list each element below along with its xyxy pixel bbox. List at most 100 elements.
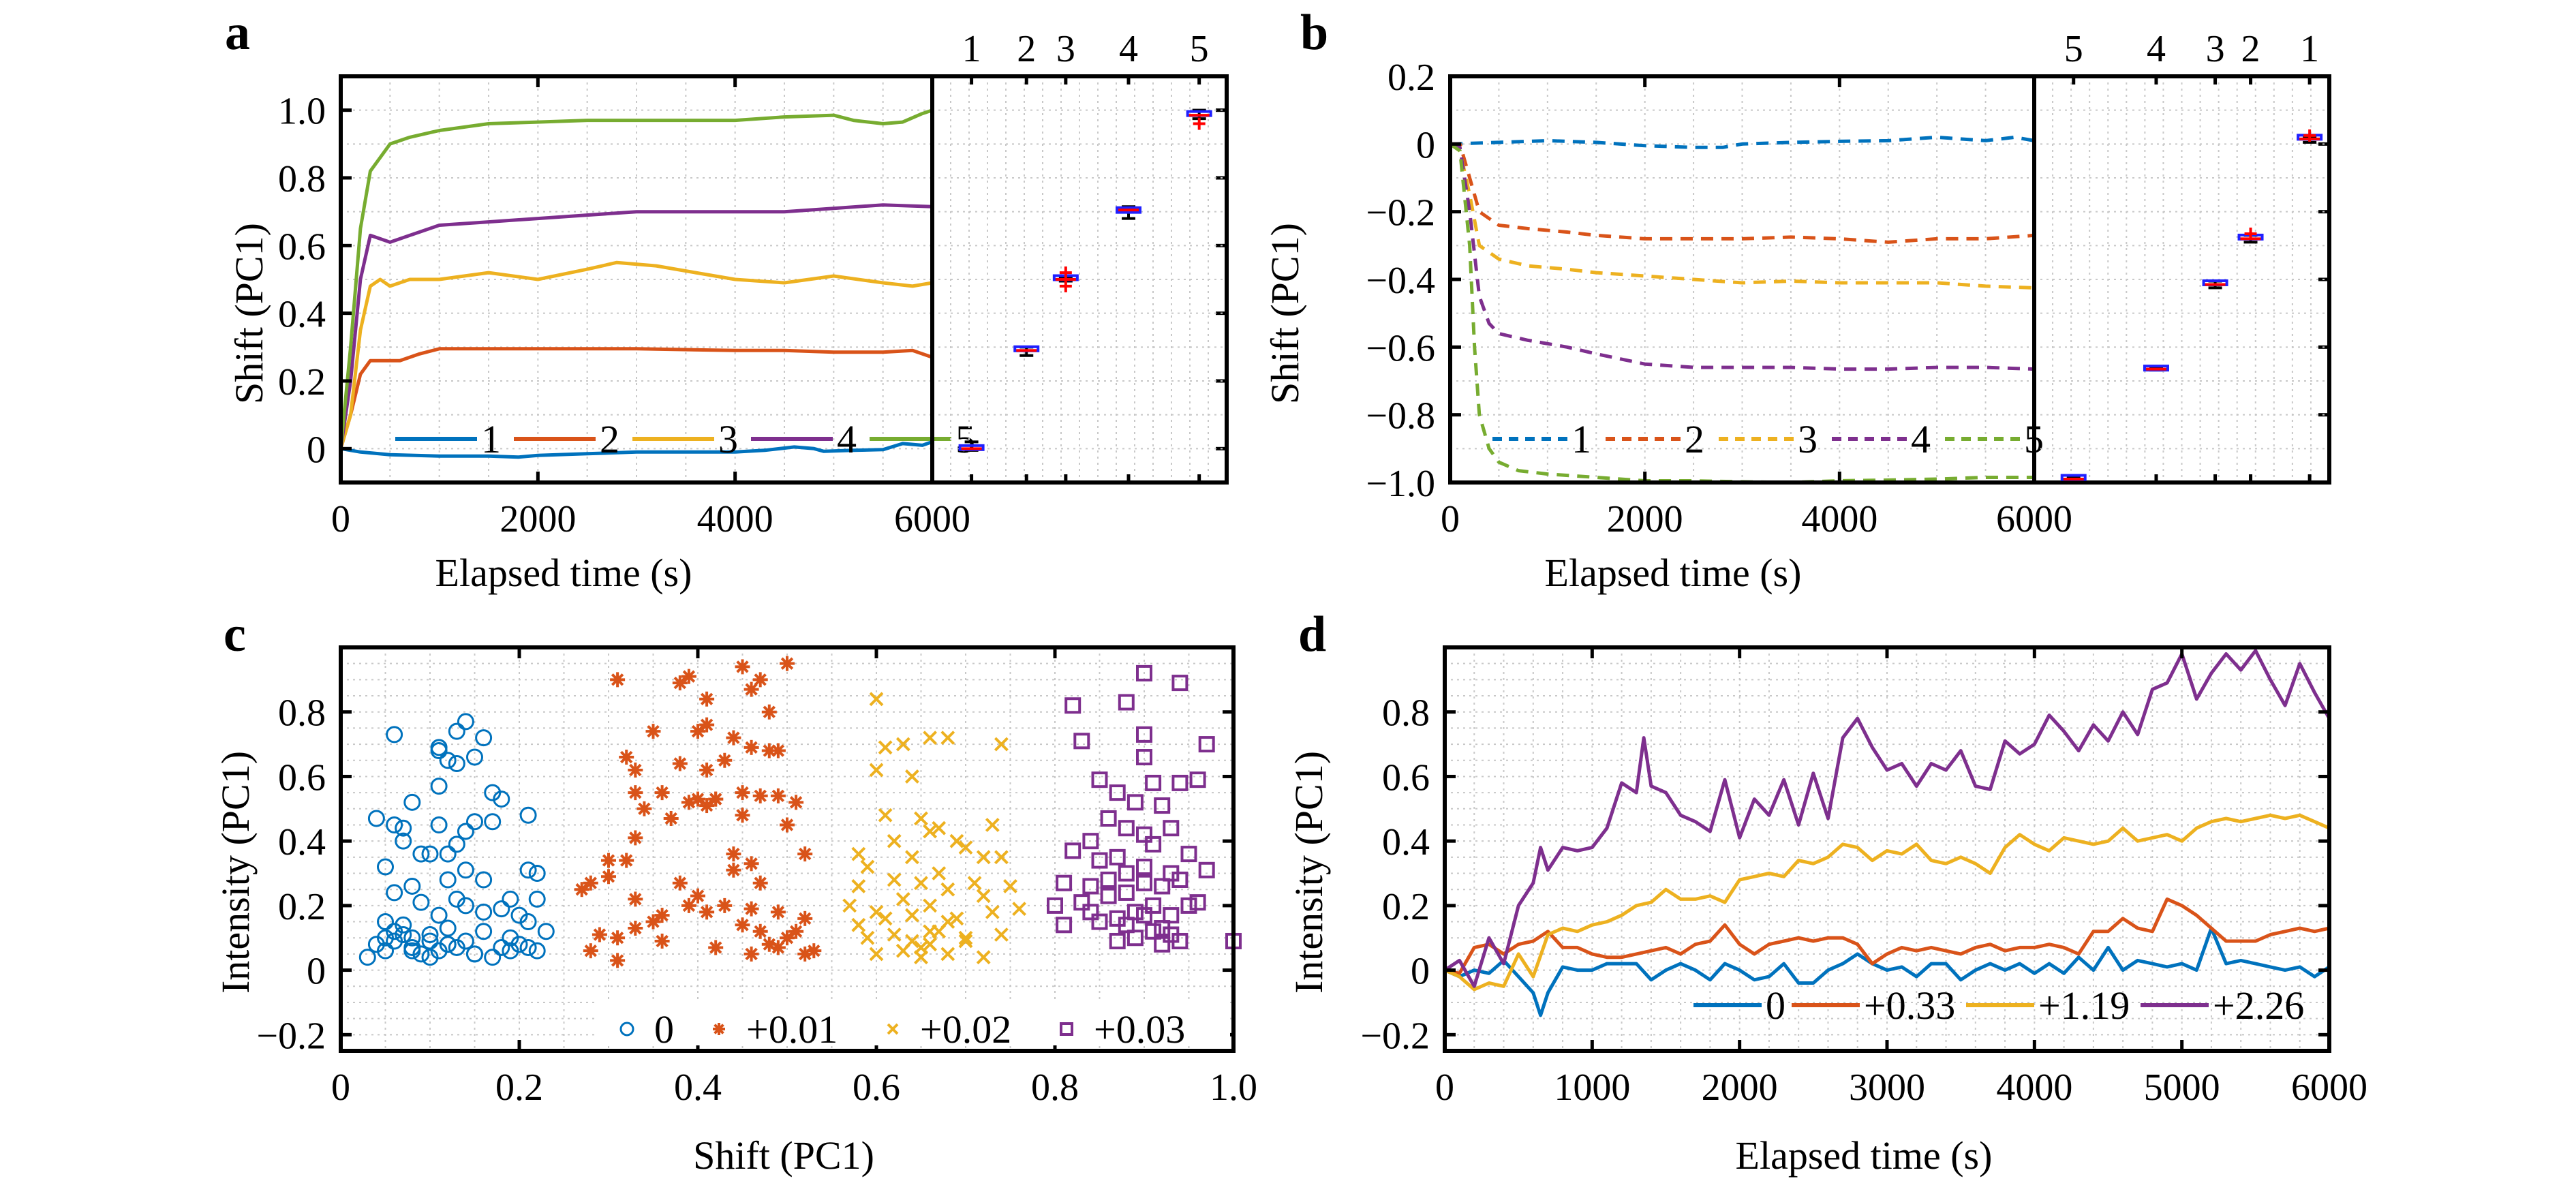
panel-c-legend-marker	[714, 1024, 724, 1034]
panel-b-category-label: 4	[2147, 28, 2166, 70]
panel-c-point-+0.01	[754, 876, 767, 889]
panel-c-point-0	[430, 742, 448, 760]
panel-c-point-+0.02	[878, 911, 893, 926]
panel-c-point-0	[510, 936, 528, 953]
panel-c-point-+0.01	[763, 705, 776, 718]
panel-c-point-+0.02	[994, 737, 1009, 752]
panel-c-point-+0.02	[914, 876, 928, 891]
panel-c-point-+0.03	[1056, 917, 1073, 934]
panel-c-point-0	[475, 903, 493, 921]
panel-c-point-+0.03	[1073, 894, 1090, 911]
panel-c-point-0	[448, 938, 465, 956]
panel-c-point-+0.02	[949, 911, 964, 926]
panel-b-y-tick-label: 0.2	[1387, 57, 1435, 99]
panel-c-point-0	[457, 861, 474, 879]
panel-c-scatter-plot: 0 0.2 0.4 0.6 0.8 1.0−0.200.20.40.60.80 +0.01 +…	[256, 645, 1257, 1109]
panel-b-y-axis-title: Shift (PC1)	[1263, 223, 1307, 404]
panel-c-point-+0.03	[1100, 871, 1117, 888]
panel-c-point-+0.01	[700, 799, 714, 812]
panel-c-point-0	[448, 835, 465, 853]
panel-c-point-+0.01	[584, 876, 597, 889]
panel-c-point-+0.03	[1198, 736, 1215, 753]
panel-a-category-label: 1	[962, 28, 981, 70]
panel-c-point-+0.01	[656, 908, 669, 922]
panel-c-point-0	[395, 926, 412, 944]
panel-c-point-+0.01	[780, 657, 794, 670]
panel-c-point-+0.01	[709, 941, 722, 954]
panel-b-y-tick-label: −0.4	[1366, 260, 1435, 302]
panel-c-point-+0.01	[745, 741, 758, 754]
panel-c-point-+0.02	[985, 904, 1000, 919]
panel-d-line-plot: 0 1000 2000 3000 4000 5000 6000−0.200.20.40.60…	[1360, 645, 2367, 1109]
panel-c-y-tick-label: 0	[307, 951, 326, 993]
panel-c-point-+0.03	[1171, 675, 1189, 692]
panel-c-point-+0.02	[878, 808, 893, 823]
panel-d-x-tick-label: 3000	[1849, 1067, 1925, 1109]
panel-c-point-+0.03	[1163, 820, 1180, 837]
panel-c-point-+0.01	[754, 673, 767, 686]
panel-c-point-0	[430, 816, 448, 833]
panel-a-y-axis-title: Shift (PC1)	[227, 223, 271, 404]
panel-a-series-4	[339, 203, 933, 449]
panel-c-legend-background	[596, 1002, 1230, 1045]
panel-b-x-tick-label: 6000	[1996, 498, 2072, 540]
panel-d-series-+0.33	[1444, 897, 2330, 975]
panel-a-x-tick-label: 2000	[500, 498, 576, 540]
panel-a-y-tick-label: 0	[307, 429, 326, 471]
panel-c-point-+0.03	[1145, 897, 1162, 914]
panel-c-legend-marker	[619, 1022, 634, 1037]
panel-c-legend-label: +0.03	[1094, 1007, 1185, 1052]
panel-d-x-tick-label: 0	[1435, 1067, 1454, 1109]
panel-b-legend-label: 3	[1798, 417, 1818, 461]
panel-c-point-0	[386, 816, 403, 833]
panel-c-point-+0.01	[691, 793, 705, 806]
panel-c: c 0 0.2 0.4 0.6 0.8 1.0−0.200.20.40.60.80 +0.0…	[213, 607, 1257, 1178]
panel-c-point-+0.03	[1118, 917, 1135, 934]
panel-c-point-+0.02	[860, 930, 875, 945]
panel-c-point-+0.01	[727, 863, 740, 876]
panel-c-point-+0.03	[1109, 784, 1126, 801]
panel-c-point-+0.02	[940, 731, 955, 746]
panel-c-point-+0.02	[904, 850, 919, 865]
panel-c-point-+0.03	[1091, 852, 1108, 869]
panel-c-point-+0.02	[976, 889, 991, 904]
panel-c-point-+0.03	[1145, 835, 1162, 853]
panel-a-legend-label: 3	[718, 417, 738, 461]
panel-c-legend-label: +0.01	[746, 1007, 838, 1052]
panel-c-point-+0.01	[727, 731, 740, 744]
panel-c-point-+0.01	[638, 802, 651, 815]
panel-c-point-+0.02	[914, 811, 928, 826]
panel-c-point-+0.01	[584, 944, 597, 957]
panel-c-point-0	[403, 938, 421, 956]
panel-c-point-+0.02	[1003, 879, 1017, 893]
panel-c-point-+0.01	[611, 932, 624, 945]
panel-c-point-+0.01	[771, 789, 785, 803]
panel-d-x-tick-label: 4000	[1996, 1067, 2072, 1109]
panel-c-point-+0.01	[736, 786, 749, 799]
panel-c-point-+0.02	[895, 891, 910, 906]
panel-b: b 0 2000 4000 6000 −1.0 −0.8 −0.6 −0.4 −0.2 0 0.2 1…	[1263, 5, 2331, 595]
panel-c-point-+0.02	[904, 769, 919, 784]
panel-c-point-0	[519, 861, 537, 879]
panel-c-point-0	[403, 877, 421, 895]
panel-b-x-tick-label: 4000	[1801, 498, 1877, 540]
panel-c-point-+0.01	[718, 754, 731, 767]
panel-c-point-+0.02	[860, 859, 875, 874]
panel-c-y-tick-label: 0.2	[278, 886, 326, 928]
panel-c-point-+0.03	[1100, 810, 1117, 827]
panel-c-legend-label: 0	[654, 1007, 674, 1052]
panel-d-legend-label: +0.33	[1864, 983, 1955, 1028]
panel-c-point-0	[493, 900, 510, 918]
panel-d-legend-label: 0	[1766, 983, 1785, 1028]
panel-c-point-+0.03	[1154, 936, 1171, 953]
panel-a-y-tick-label: 0.6	[278, 226, 326, 268]
panel-c-point-+0.01	[629, 763, 642, 777]
panel-c-point-+0.02	[887, 872, 902, 887]
panel-d-x-tick-label: 5000	[2144, 1067, 2220, 1109]
panel-d-series-+1.19	[1443, 813, 2331, 992]
panel-c-point-+0.01	[808, 944, 821, 957]
panel-c-point-+0.01	[602, 870, 615, 883]
panel-c-point-0	[386, 884, 403, 902]
panel-c-point-0	[484, 813, 502, 831]
